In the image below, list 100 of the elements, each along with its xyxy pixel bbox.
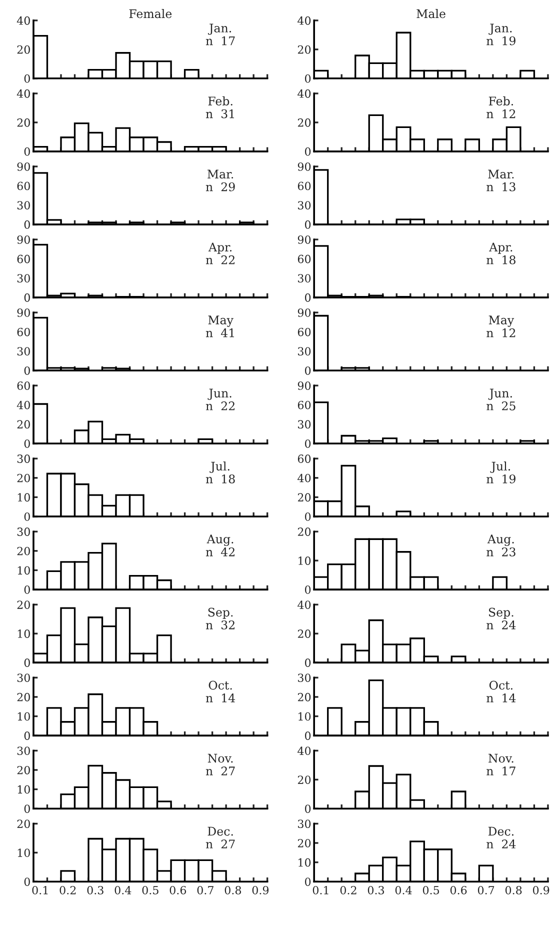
x-tick-label: 0.1 — [32, 886, 48, 894]
y-tick-label: 20 — [298, 45, 311, 54]
annotation: Jul. n 18 — [206, 461, 235, 484]
annotation: Aug. n 42 — [206, 534, 234, 556]
annotation: Jul. n 19 — [486, 461, 516, 484]
x-tick-label: 0.3 — [368, 886, 384, 894]
chart-title: Male — [416, 9, 446, 18]
y-tick-label: 30 — [17, 274, 30, 283]
y-tick-label: 0 — [304, 74, 311, 83]
x-tick-label: 0.6 — [170, 886, 186, 894]
y-tick-label: 20 — [17, 474, 30, 482]
y-tick-label: 0 — [304, 878, 311, 886]
y-tick-label: 40 — [298, 89, 311, 98]
annotation: Mar. n 13 — [486, 170, 516, 192]
annotation: May n 41 — [206, 316, 234, 338]
y-tick-label: 20 — [298, 528, 311, 536]
y-tick-label: 10 — [18, 712, 30, 721]
x-tick-label: 0.4 — [114, 886, 132, 894]
annotation: Sep. n 24 — [486, 608, 516, 630]
y-tick-label: 20 — [17, 820, 30, 828]
x-tick-label: 0.7 — [478, 886, 494, 894]
y-tick-label: 20 — [298, 838, 311, 848]
x-tick-label: 0.5 — [422, 886, 440, 894]
y-tick-label: 0 — [24, 512, 30, 521]
annotation: Apr. n 18 — [486, 242, 516, 264]
y-tick-label: 60 — [17, 182, 30, 190]
annotation: Nov. n 27 — [206, 754, 235, 776]
y-tick-label: 30 — [17, 454, 30, 463]
y-tick-label: 10 — [298, 858, 311, 867]
y-tick-label: 10 — [18, 785, 30, 794]
chart-title: Female — [129, 9, 172, 18]
y-tick-label: 30 — [298, 201, 311, 210]
y-tick-label: 40 — [298, 746, 311, 756]
y-tick-label: 40 — [298, 600, 311, 609]
y-tick-label: 0 — [304, 439, 311, 448]
x-tick-label: 0.2 — [60, 886, 76, 894]
y-tick-label: 0 — [304, 658, 311, 667]
y-tick-label: 60 — [17, 328, 30, 336]
y-tick-label: 0 — [304, 804, 311, 813]
y-tick-label: 90 — [298, 235, 311, 244]
y-tick-label: 30 — [298, 674, 311, 682]
y-tick-label: 90 — [17, 162, 30, 171]
y-tick-label: 60 — [17, 254, 30, 264]
y-tick-label: 40 — [16, 89, 30, 98]
y-tick-label: 60 — [17, 382, 30, 390]
y-tick-label: 30 — [17, 201, 30, 210]
annotation: Jun. n 25 — [486, 388, 516, 410]
y-tick-label: 60 — [298, 328, 311, 336]
y-tick-label: 60 — [298, 254, 311, 264]
y-tick-label: 60 — [298, 454, 311, 463]
annotation: Jan. n 17 — [206, 24, 235, 46]
annotation: May n 12 — [486, 316, 516, 338]
y-tick-label: 30 — [298, 420, 311, 429]
y-tick-label: 90 — [298, 162, 311, 171]
annotation: Oct. n 14 — [486, 680, 516, 702]
y-tick-label: 0 — [24, 439, 30, 448]
y-tick-label: 20 — [298, 493, 311, 502]
y-tick-label: 20 — [298, 630, 311, 638]
y-tick-label: 0 — [304, 293, 311, 302]
x-tick-label: 0.1 — [312, 886, 328, 894]
y-tick-label: 90 — [298, 382, 311, 390]
x-tick-label: 0.4 — [395, 886, 412, 894]
y-tick-label: 30 — [17, 528, 30, 536]
x-tick-label: 0.8 — [224, 886, 242, 894]
y-tick-label: 20 — [298, 692, 311, 702]
y-tick-label: 30 — [298, 347, 311, 356]
y-tick-label: 10 — [18, 848, 30, 858]
x-tick-label: 0.7 — [197, 886, 214, 894]
y-tick-label: 40 — [298, 16, 311, 25]
x-tick-label: 0.8 — [505, 886, 522, 894]
x-tick-label: 0.9 — [532, 886, 550, 894]
annotation: Jun. n 22 — [206, 388, 234, 410]
annotation: Nov. n 17 — [486, 754, 516, 776]
y-tick-label: 30 — [298, 820, 311, 828]
y-tick-label: 20 — [17, 45, 30, 54]
annotation: Feb. n 12 — [486, 96, 516, 118]
annotation: Dec. n 24 — [486, 826, 516, 848]
x-tick-label: 0.3 — [87, 886, 104, 894]
y-tick-label: 30 — [17, 347, 30, 356]
y-tick-label: 60 — [298, 400, 311, 410]
y-tick-label: 10 — [298, 712, 311, 721]
y-tick-label: 40 — [16, 16, 30, 25]
y-tick-label: 0 — [304, 512, 311, 521]
y-tick-label: 0 — [24, 147, 30, 156]
y-tick-label: 20 — [17, 118, 30, 127]
y-tick-label: 0 — [24, 74, 30, 83]
y-tick-label: 0 — [304, 366, 311, 375]
y-tick-label: 30 — [17, 746, 30, 756]
y-tick-label: 0 — [304, 732, 311, 740]
y-tick-label: 20 — [17, 692, 30, 702]
y-tick-label: 10 — [298, 556, 311, 565]
y-tick-label: 40 — [298, 474, 311, 482]
y-tick-label: 0 — [24, 586, 30, 594]
annotation: Dec. n 27 — [206, 826, 235, 848]
y-tick-label: 0 — [304, 220, 311, 229]
x-tick-label: 0.2 — [340, 886, 356, 894]
y-tick-label: 90 — [17, 235, 30, 244]
annotation: Mar. n 29 — [206, 170, 235, 192]
y-tick-label: 60 — [298, 182, 311, 190]
y-tick-label: 0 — [24, 732, 30, 740]
